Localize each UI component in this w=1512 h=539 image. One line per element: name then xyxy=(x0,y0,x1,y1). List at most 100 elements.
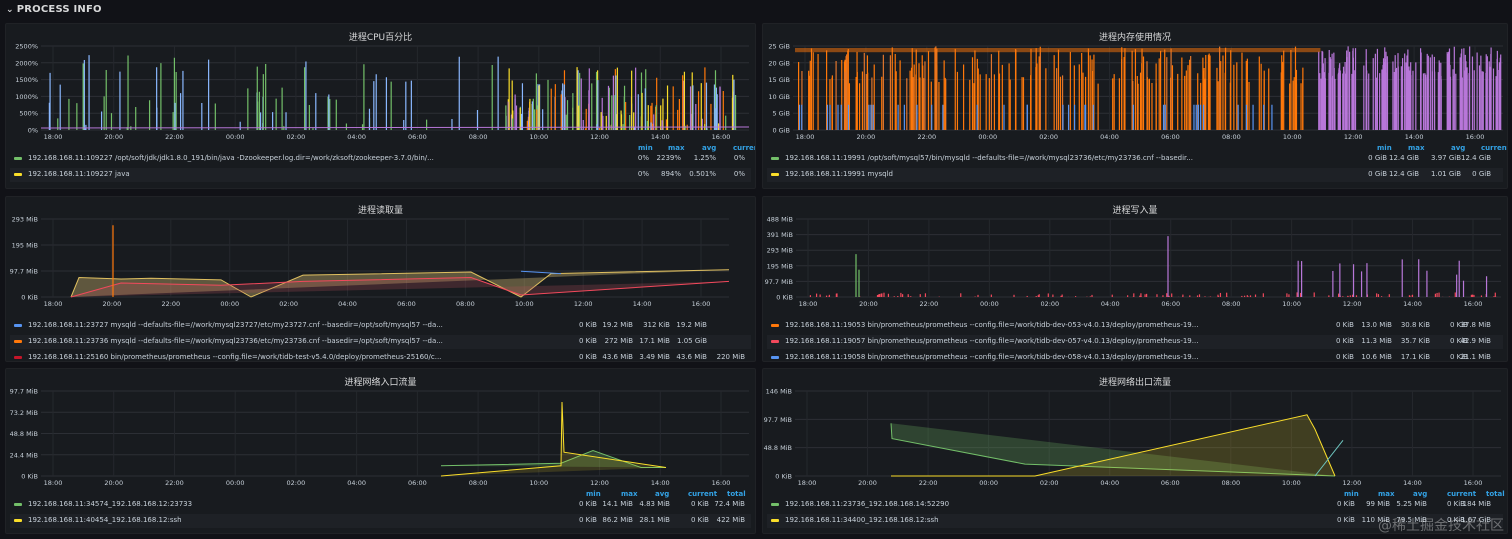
legend-item[interactable]: 192.168.168.11:19991 mysqld 0 GiB 12.4 GiB… xyxy=(767,168,1503,182)
legend-item[interactable]: 192.168.168.11:40454_192.168.168.12:ssh 0… xyxy=(10,514,751,528)
legend-series-name: 192.168.168.11:23727 mysqld --defaults-f… xyxy=(28,321,443,329)
legend-color-swatch[interactable] xyxy=(771,173,779,176)
legend-header-min[interactable]: min xyxy=(1377,144,1392,152)
panel-title[interactable]: 进程内存使用情况 xyxy=(1098,33,1171,43)
legend-header-min[interactable]: min xyxy=(638,144,653,152)
legend-header-total[interactable]: total xyxy=(727,490,746,498)
legend-value: 19.2 MiB xyxy=(676,321,707,329)
legend-value: 1.05 GiB xyxy=(677,337,707,345)
chart-area[interactable]: 488 MiB 391 MiB 293 MiB 195 MiB 97.7 MiB 0 Ki… xyxy=(763,197,1508,317)
legend-value: 35.7 KiB xyxy=(1400,337,1430,345)
x-tick-label: 12:00 xyxy=(1343,300,1362,308)
series-group xyxy=(890,414,1344,477)
legend-item[interactable]: 192.168.168.11:34400_192.168.168.12:ssh 0… xyxy=(767,514,1503,528)
panel-3[interactable]: 进程读取量 293 MiB 195 MiB 97.7 MiB 0 KiB 18:00 20:… xyxy=(5,196,756,362)
legend-value: 43.6 MiB xyxy=(676,353,707,361)
legend-color-swatch[interactable] xyxy=(771,356,779,359)
chart-area[interactable]: 146 MiB 97.7 MiB 48.8 MiB 0 KiB 18:00 20:00 22… xyxy=(763,369,1508,496)
legend-color-swatch[interactable] xyxy=(771,503,779,506)
y-tick-label: 97.7 MiB xyxy=(765,278,793,286)
legend-color-swatch[interactable] xyxy=(14,157,22,160)
panel-title[interactable]: 进程读取量 xyxy=(357,206,403,216)
legend-header-avg[interactable]: avg xyxy=(655,490,670,498)
legend-header-avg[interactable]: avg xyxy=(1413,490,1428,498)
legend-value: 0% xyxy=(637,170,649,178)
legend-color-swatch[interactable] xyxy=(771,157,779,160)
panel-2[interactable]: 进程内存使用情况 25 GiB 20 GiB 15 GiB 10 GiB 5 GiB 0 G… xyxy=(762,23,1508,189)
legend-value: 0 KiB xyxy=(1446,500,1465,508)
legend-header-total[interactable]: total xyxy=(1486,490,1505,498)
x-tick-label: 22:00 xyxy=(161,300,180,308)
panel-title[interactable]: 进程CPU百分比 xyxy=(348,33,413,43)
x-tick-label: 08:00 xyxy=(469,133,488,141)
panel-1[interactable]: 进程CPU百分比 2500% 2000% 1500% 1000% 500% 0% 18:00 2… xyxy=(5,23,756,189)
legend-color-swatch[interactable] xyxy=(771,324,779,327)
legend-color-swatch[interactable] xyxy=(14,356,22,359)
legend-header-avg[interactable]: avg xyxy=(702,144,717,152)
panel-title[interactable]: 进程网络出口流量 xyxy=(1098,378,1171,388)
chart-area[interactable]: 2500% 2000% 1500% 1000% 500% 0% 18:00 20:00 22:0… xyxy=(6,24,756,150)
legend-header-current[interactable]: current xyxy=(733,144,755,152)
legend-color-swatch[interactable] xyxy=(771,519,779,522)
legend-item[interactable]: 192.168.168.11:109227 java 0% 894% 0.501% 0% xyxy=(10,168,751,182)
panel-6[interactable]: 进程网络出口流量 146 MiB 97.7 MiB 48.8 MiB 0 KiB 18:0… xyxy=(762,368,1508,534)
legend-header-current[interactable]: current xyxy=(1447,490,1477,498)
legend-header-avg[interactable]: avg xyxy=(1451,144,1466,152)
row-title[interactable]: ⌄ PROCESS INFO xyxy=(6,4,102,15)
legend-series-name: 192.168.168.11:19058 bin/prometheus/prom… xyxy=(785,353,1199,361)
legend-item[interactable]: 192.168.168.11:23736_192.168.168.14:5229… xyxy=(767,498,1503,512)
panel-4[interactable]: 进程写入量 488 MiB 391 MiB 293 MiB 195 MiB 97.7 Mi… xyxy=(762,196,1508,362)
legend-value: 0% xyxy=(637,154,649,162)
x-tick-label: 20:00 xyxy=(104,479,123,487)
legend-value: 1.67 GiB xyxy=(1461,516,1491,524)
x-tick-label: 00:00 xyxy=(979,479,998,487)
panel-title[interactable]: 进程网络入口流量 xyxy=(344,378,417,388)
y-tick-label: 97.7 MiB xyxy=(10,388,38,396)
legend-header-min[interactable]: min xyxy=(1344,490,1359,498)
legend-color-swatch[interactable] xyxy=(14,340,22,343)
chart-area[interactable]: 293 MiB 195 MiB 97.7 MiB 0 KiB 18:00 20:00 22:… xyxy=(6,197,756,317)
legend-series-name: 192.168.168.11:19053 bin/prometheus/prom… xyxy=(785,321,1199,329)
legend-item[interactable]: 192.168.168.11:19053 bin/prometheus/prom… xyxy=(767,319,1503,333)
legend-item[interactable]: 192.168.168.11:23736 mysqld --defaults-f… xyxy=(10,335,751,349)
x-tick-label: 16:00 xyxy=(1464,479,1483,487)
legend-color-swatch[interactable] xyxy=(14,503,22,506)
legend-item[interactable]: 192.168.168.11:19991 /opt/soft/mysql57/b… xyxy=(767,152,1503,166)
legend-item[interactable]: 192.168.168.11:23727 mysqld --defaults-f… xyxy=(10,319,751,333)
legend-color-swatch[interactable] xyxy=(14,173,22,176)
legend-header-max[interactable]: max xyxy=(668,144,685,152)
legend-value: 28.1 MiB xyxy=(639,516,670,524)
series-group xyxy=(795,46,1502,130)
y-tick-label: 97.7 MiB xyxy=(10,268,38,276)
chart-area[interactable]: 97.7 MiB 73.2 MiB 48.8 MiB 24.4 MiB 0 KiB 18:… xyxy=(6,369,756,496)
legend-value: 19.2 MiB xyxy=(602,321,633,329)
legend-value: 30.8 KiB xyxy=(1400,321,1430,329)
chart-area[interactable]: 25 GiB 20 GiB 15 GiB 10 GiB 5 GiB 0 GiB 18:00 2… xyxy=(763,24,1508,150)
x-tick-label: 04:00 xyxy=(1100,479,1119,487)
legend-header-current[interactable]: current xyxy=(688,490,718,498)
legend-header-max[interactable]: max xyxy=(1408,144,1425,152)
panel-5[interactable]: 进程网络入口流量 97.7 MiB 73.2 MiB 48.8 MiB 24.4 MiB… xyxy=(5,368,756,534)
panel-title[interactable]: 进程写入量 xyxy=(1112,206,1158,216)
legend-item[interactable]: 192.168.168.11:19058 bin/prometheus/prom… xyxy=(767,351,1503,361)
legend-color-swatch[interactable] xyxy=(14,324,22,327)
legend-header-max[interactable]: max xyxy=(621,490,638,498)
legend-value: 0% xyxy=(733,170,745,178)
legend-item[interactable]: 192.168.168.11:109227 /opt/soft/jdk/jdk1… xyxy=(10,152,751,166)
legend-color-swatch[interactable] xyxy=(771,340,779,343)
y-tick-label: 0 GiB xyxy=(772,127,790,135)
x-tick-label: 22:00 xyxy=(165,479,184,487)
legend-item[interactable]: 192.168.168.11:19057 bin/prometheus/prom… xyxy=(767,335,1503,349)
chevron-down-icon[interactable]: ⌄ xyxy=(6,5,14,15)
y-tick-label: 195 MiB xyxy=(767,262,793,270)
legend-header-min[interactable]: min xyxy=(586,490,601,498)
legend-item[interactable]: 192.168.168.11:34574_192.168.168.12:2373… xyxy=(10,498,751,512)
series-group xyxy=(440,402,667,477)
legend-value: 1.25% xyxy=(693,154,716,162)
legend-value: 72.4 MiB xyxy=(714,500,745,508)
legend-header-max[interactable]: max xyxy=(1378,490,1395,498)
legend-series-name: 192.168.168.11:19057 bin/prometheus/prom… xyxy=(785,337,1199,345)
legend-header-current[interactable]: current xyxy=(1481,144,1508,152)
legend-item[interactable]: 192.168.168.11:25160 bin/prometheus/prom… xyxy=(10,351,751,361)
legend-color-swatch[interactable] xyxy=(14,519,22,522)
